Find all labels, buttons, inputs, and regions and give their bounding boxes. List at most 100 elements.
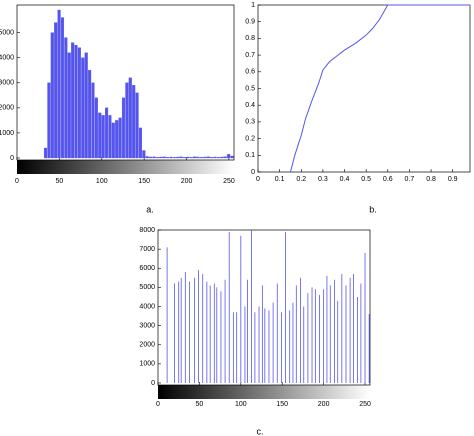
bar (142, 150, 146, 159)
y-tick-label: 0.7 (245, 52, 255, 59)
bar (108, 115, 112, 159)
bar (203, 156, 207, 159)
bar (189, 157, 193, 159)
bar (227, 154, 231, 159)
x-tick-label: 0.4 (340, 176, 350, 183)
x-tick-label: 250 (223, 178, 235, 185)
y-tick-label: 0.8 (245, 35, 255, 42)
y-tick-label: 2000 (0, 105, 14, 112)
bar (98, 112, 102, 159)
colorbar (158, 385, 370, 399)
bar (128, 77, 132, 159)
y-tick-label: 0.9 (245, 19, 255, 26)
bar (121, 97, 126, 159)
y-tick-label: 5000 (139, 284, 155, 291)
bar (138, 127, 143, 159)
colorbar (17, 160, 234, 174)
bar (166, 157, 170, 159)
bar (220, 156, 224, 159)
bar (91, 82, 95, 159)
y-tick-label: 6000 (139, 265, 155, 272)
bar (149, 156, 153, 159)
bar (223, 156, 227, 159)
y-tick-label: 0.6 (245, 69, 255, 76)
bar (71, 42, 75, 159)
x-tick-label: 0.2 (296, 176, 306, 183)
caption: a. (146, 204, 154, 214)
bar (81, 57, 85, 159)
bar (199, 157, 204, 159)
bar (64, 37, 68, 159)
caption: c. (256, 426, 263, 436)
bar (125, 82, 129, 159)
plot-frame (257, 4, 471, 173)
bar (210, 157, 214, 159)
y-tick-label: 0.2 (245, 135, 255, 142)
y-tick-label: 0.1 (245, 152, 255, 159)
bar (162, 156, 166, 159)
x-tick-label: 0.8 (426, 176, 436, 183)
x-tick-label: 200 (181, 178, 193, 185)
y-tick-label: 1000 (0, 130, 14, 137)
y-tick-label: 1 (251, 2, 255, 9)
bar (88, 70, 92, 159)
y-tick-label: 4000 (0, 55, 14, 62)
bar (169, 156, 173, 159)
x-tick-label: 150 (138, 178, 150, 185)
bar (186, 156, 190, 159)
bar (213, 156, 217, 159)
bar (111, 122, 115, 159)
x-tick-label: 150 (276, 401, 288, 408)
bar (135, 92, 139, 159)
y-tick-label: 0.4 (245, 102, 255, 109)
y-tick-label: 7000 (139, 246, 155, 253)
bar (193, 156, 197, 159)
x-tick-label: 0.7 (405, 176, 415, 183)
bar (84, 52, 88, 159)
y-tick-label: 5000 (0, 29, 14, 36)
caption: b. (369, 204, 377, 214)
bar (74, 44, 78, 159)
y-tick-label: 0.3 (245, 119, 255, 126)
x-tick-label: 0.5 (361, 176, 371, 183)
bar (206, 156, 210, 159)
bar (67, 52, 71, 159)
bar (60, 17, 65, 159)
y-tick-label: 3000 (0, 80, 14, 87)
bar (172, 157, 176, 159)
bar (43, 147, 48, 159)
bar (118, 117, 122, 159)
y-tick-label: 0 (251, 169, 255, 176)
bar (155, 157, 159, 159)
x-tick-label: 250 (359, 401, 371, 408)
bar (94, 97, 98, 159)
bar (145, 156, 149, 159)
x-tick-label: 0.6 (383, 176, 393, 183)
bar (152, 156, 156, 159)
bar (105, 107, 109, 159)
x-tick-label: 200 (318, 401, 330, 408)
bar (101, 115, 105, 159)
y-tick-label: 3000 (139, 322, 155, 329)
bar (176, 156, 180, 159)
y-tick-label: 1000 (139, 361, 155, 368)
x-tick-label: 0 (15, 178, 19, 185)
bar (196, 156, 200, 159)
bar (216, 157, 220, 159)
bar (159, 156, 163, 159)
plot-frame (157, 229, 371, 386)
x-tick-label: 0.3 (318, 176, 328, 183)
x-tick-label: 0.9 (448, 176, 458, 183)
x-tick-label: 50 (196, 401, 204, 408)
x-tick-label: 100 (96, 178, 108, 185)
x-tick-label: 0.1 (275, 176, 285, 183)
x-tick-label: 50 (55, 178, 63, 185)
bar (50, 32, 54, 159)
y-tick-label: 0.5 (245, 85, 255, 92)
bar (132, 85, 136, 159)
bar (115, 120, 119, 159)
bar (57, 9, 61, 159)
y-tick-label: 0 (10, 155, 14, 162)
bar (179, 156, 183, 159)
